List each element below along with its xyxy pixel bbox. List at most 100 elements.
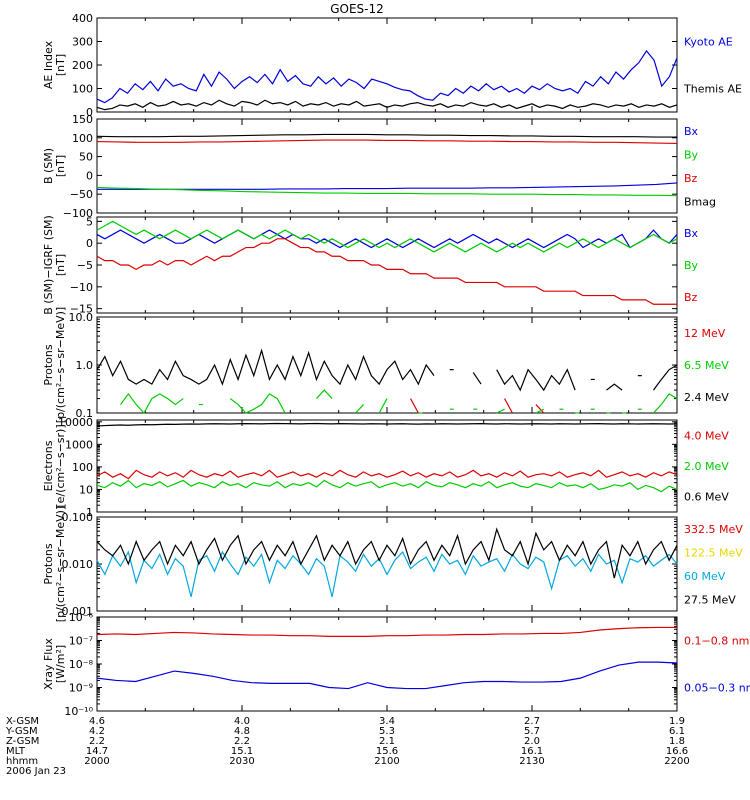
x-row-value: 15.6 [376,746,398,757]
series-line-bx [96,229,678,249]
x-row-label: Y-GSM [5,726,38,737]
x-row-value: 15.1 [231,746,253,757]
series-line-6-5-mev [355,404,364,414]
series-line-12-mev [409,398,419,414]
y-axis-label-line: [nT] [54,254,67,276]
legend-entry: Kyoto AE [684,36,733,49]
legend-entry: 60 MeV [684,570,726,583]
legend-entry: 0.05−0.3 nm [684,682,750,695]
series-line-bmag [96,133,677,138]
panel-frame [96,516,678,612]
x-row-value: 16.6 [666,746,688,757]
legend-entry: 332.5 MeV [684,523,743,536]
panel-xray: 10⁻¹⁰ 10⁻⁹ 10⁻⁸ 10⁻⁷ 10⁻⁶ Xray Flux[W/m²] 0.1−… [42,611,750,718]
series-line-0-1-0-8-nm [96,626,677,637]
x-row-value: 1.9 [669,716,685,727]
y-tick-label: 0 [86,106,93,119]
x-row-label: MLT [6,746,26,757]
series-line-bx [97,182,678,190]
x-row-value: 2.7 [524,716,540,727]
series-line-by [96,220,678,253]
y-axis-label: Protons[p/(cm²−s−sr−MeV)] [42,307,67,423]
x-row-value: 4.6 [89,716,105,727]
x-row-value: 4.8 [234,726,250,737]
y-tick-label: 200 [72,59,93,72]
x-row-label: X-GSM [6,716,39,727]
y-tick-label: −100 [63,207,93,220]
y-tick-label: 400 [72,12,93,25]
y-axis-label-line: [nT] [54,155,67,177]
y-tick-label: 0 [86,169,93,182]
y-axis-label-line: [W/m²] [54,645,67,683]
legend-entry: 12 MeV [684,327,726,340]
legend-entry: By [684,148,699,161]
series-line-6-5-mev [316,389,333,399]
y-tick-label: 0.100 [62,511,94,524]
y-tick-label: −5 [77,259,93,272]
series-line-2-4-mev [496,368,576,392]
y-axis-label-line: B (SM) [42,148,55,184]
y-axis-label-line: [e/(cm²−s−sr)] [54,424,67,507]
series-line-bz [96,139,678,145]
y-tick-label: 5 [86,215,93,228]
x-row-value: 2030 [229,756,254,767]
x-row-value: 2.2 [89,736,105,747]
panel-frame [96,419,678,513]
series-line-0-05-0-3-nm [96,661,678,690]
series-line-0-6-mev [96,422,678,427]
x-row-label: hhmm [6,756,38,767]
legend-entry: 0.1−0.8 nm [684,635,749,648]
legend-entry: Bx [684,227,699,240]
legend-entry: 27.5 MeV [684,593,736,606]
x-row-value: 2.2 [234,736,250,747]
x-row-value: 2000 [84,756,109,767]
y-tick-label: 100 [72,132,93,145]
y-axis-label-line: [p/(cm²−s−sr−MeV)] [54,307,67,423]
y-tick-label: 10.0 [69,311,94,324]
panel-frame [96,118,678,214]
legend-entry: 2.4 MeV [684,391,729,404]
y-tick-label: 10⁻⁹ [69,682,93,695]
x-row-value: 4.2 [89,726,105,737]
y-tick-label: 0.001 [62,605,94,618]
y-tick-label: 300 [72,36,93,49]
legend-entry: Bx [684,125,699,138]
y-axis-label-line: [p/(cm²−s−sr−MeV)] [54,506,67,622]
y-axis-label: B (SM)[nT] [42,148,67,184]
legend-entry: 4.0 MeV [684,429,729,442]
series-line-bz [96,238,677,305]
y-tick-label: −50 [70,188,93,201]
series-line-6-5-mev [535,408,545,414]
legend-entry: 0.6 MeV [684,491,729,504]
series-line-6-5-mev [378,398,388,414]
x-row-value: 14.7 [86,746,108,757]
figure-title: GOES-12 [330,2,384,16]
panel-frame [96,216,678,314]
series-line-12-mev [535,404,545,414]
x-row-value: 2.1 [379,736,395,747]
y-tick-label: 10⁻¹⁰ [64,705,93,718]
y-axis-label-line: Protons [42,543,55,584]
legend-entry: Bz [684,172,698,185]
y-tick-label: 1 [86,506,93,519]
series-line-6-5-mev [496,408,505,414]
series-line-themis-ae [96,99,678,111]
x-row-value: 2200 [664,756,689,767]
series-line-6-5-mev [120,392,184,415]
y-axis-label-line: [nT] [54,54,67,76]
y-axis-label: Protons[p/(cm²−s−sr−MeV)] [42,506,67,622]
series-line-2-4-mev [653,364,678,391]
panel-bigrf: −15 −10 −5 0 5 B (SM)−IGRF (SM)[nT] Bx By Bz [42,215,699,315]
series-line-2-4-mev [96,348,435,386]
y-tick-label: 100 [72,83,93,96]
y-axis-label-line: AE Index [42,40,55,89]
series-line-6-5-mev [653,393,678,414]
y-tick-label: 100 [72,461,93,474]
panel-frame [96,17,678,113]
x-row-value: 2100 [374,756,399,767]
series-line-4-0-mev [96,469,678,480]
series-line-12-mev [504,398,513,414]
y-axis-label: B (SM)−IGRF (SM)[nT] [42,215,67,315]
